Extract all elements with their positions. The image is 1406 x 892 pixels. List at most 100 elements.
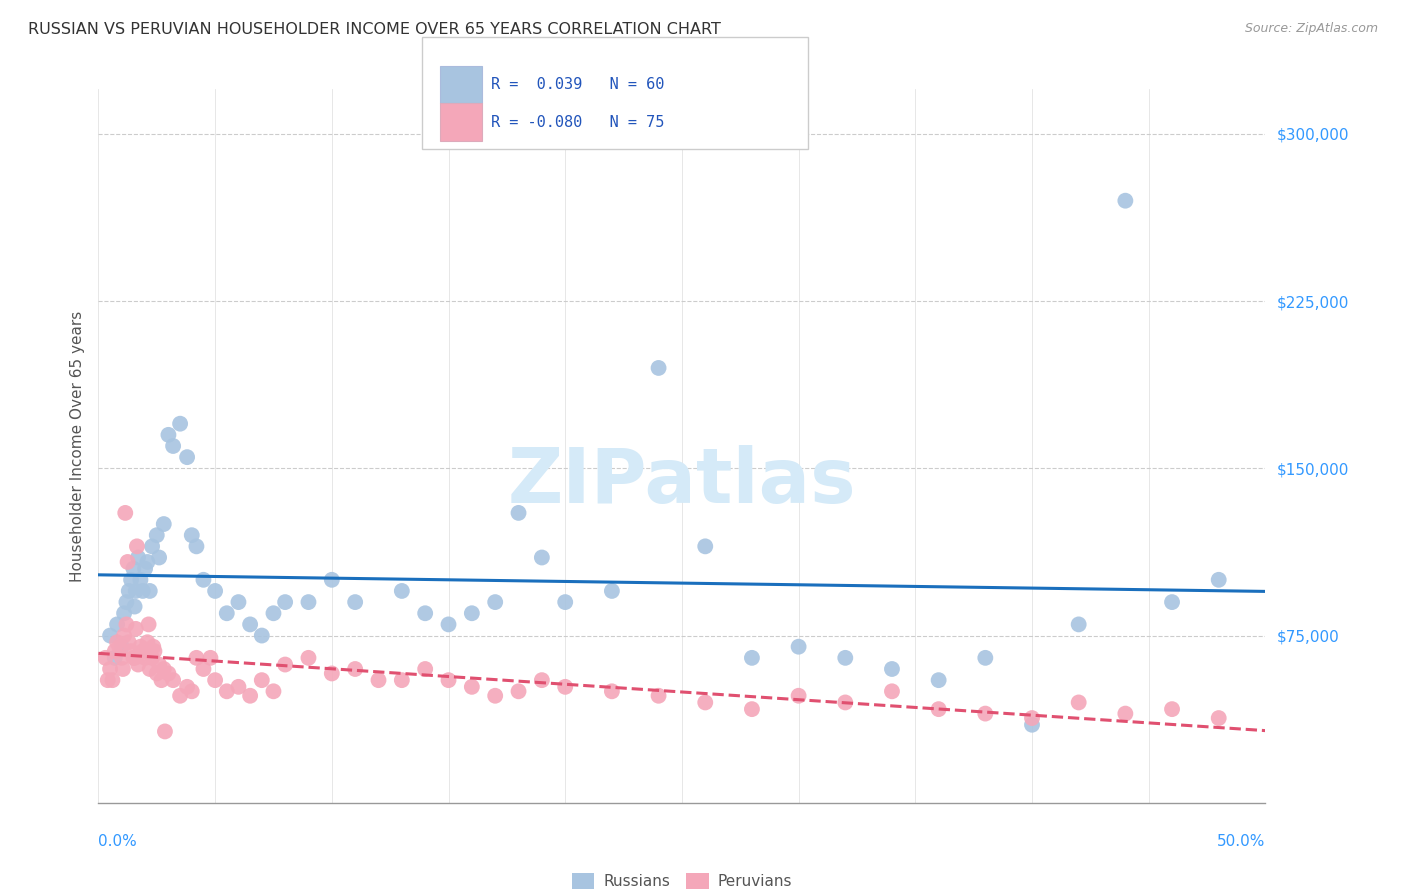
Point [250, 673, 273, 687]
Point [105, 617, 128, 632]
Point [129, 640, 152, 654]
Point [344, 595, 367, 609]
Point [262, 607, 284, 621]
Point [1161, 702, 1184, 716]
Point [1021, 717, 1043, 731]
Point [228, 680, 250, 694]
Point [169, 417, 191, 431]
Point [112, 628, 135, 642]
Point [134, 651, 156, 665]
Text: ZIPatlas: ZIPatlas [508, 445, 856, 518]
Point [141, 539, 163, 553]
Point [104, 644, 127, 658]
Y-axis label: Householder Income Over 65 years: Householder Income Over 65 years [69, 310, 84, 582]
Point [204, 583, 226, 598]
Point [122, 651, 145, 665]
Point [834, 696, 856, 710]
Point [262, 684, 284, 698]
Point [508, 684, 530, 698]
Text: 0.0%: 0.0% [98, 834, 138, 849]
Point [600, 583, 623, 598]
Point [391, 673, 413, 687]
Point [180, 684, 202, 698]
Point [153, 724, 176, 739]
Point [787, 689, 810, 703]
Point [193, 573, 215, 587]
Point [1021, 711, 1043, 725]
Point [108, 640, 131, 654]
Point [111, 651, 134, 665]
Point [530, 673, 553, 687]
Point [157, 666, 180, 681]
Point [1208, 573, 1230, 587]
Point [880, 662, 903, 676]
Point [1114, 194, 1136, 208]
Point [101, 673, 124, 687]
Point [148, 657, 170, 672]
Point [413, 607, 436, 621]
Point [200, 651, 222, 665]
Point [186, 651, 208, 665]
Point [125, 539, 148, 553]
Point [162, 439, 184, 453]
Point [741, 651, 763, 665]
Point [880, 684, 903, 698]
Point [169, 689, 191, 703]
Point [157, 427, 180, 442]
Point [250, 628, 273, 642]
Point [1114, 706, 1136, 721]
Point [834, 651, 856, 665]
Point [274, 657, 297, 672]
Point [461, 607, 484, 621]
Point [150, 673, 173, 687]
Point [120, 644, 142, 658]
Point [138, 617, 160, 632]
Point [484, 689, 506, 703]
Point [120, 573, 142, 587]
Point [215, 684, 238, 698]
Point [647, 360, 669, 375]
Point [129, 573, 152, 587]
Point [162, 673, 184, 687]
Text: R = -0.080   N = 75: R = -0.080 N = 75 [491, 115, 664, 129]
Point [297, 651, 319, 665]
Point [204, 673, 226, 687]
Point [974, 651, 997, 665]
Point [139, 583, 162, 598]
Text: Source: ZipAtlas.com: Source: ZipAtlas.com [1244, 22, 1378, 36]
Point [94, 651, 117, 665]
Point [152, 662, 174, 676]
Point [508, 506, 530, 520]
Point [142, 640, 165, 654]
Point [215, 607, 238, 621]
Point [134, 562, 156, 576]
Legend: Russians, Peruvians: Russians, Peruvians [565, 867, 799, 892]
Point [297, 595, 319, 609]
Point [98, 628, 121, 642]
Point [125, 622, 148, 636]
Point [141, 651, 163, 665]
Point [530, 550, 553, 565]
Point [114, 506, 136, 520]
Point [118, 635, 141, 649]
Point [139, 662, 162, 676]
Point [97, 673, 120, 687]
Point [111, 640, 134, 654]
Point [1161, 595, 1184, 609]
Point [695, 539, 717, 553]
Point [1208, 711, 1230, 725]
Point [176, 680, 198, 694]
Point [600, 684, 623, 698]
Point [115, 617, 138, 632]
Point [186, 539, 208, 553]
Point [127, 550, 149, 565]
Point [132, 583, 155, 598]
Point [554, 680, 576, 694]
Point [127, 657, 149, 672]
Point [695, 696, 717, 710]
Point [274, 595, 297, 609]
Point [437, 617, 460, 632]
Point [928, 673, 950, 687]
Point [124, 651, 146, 665]
Point [367, 673, 389, 687]
